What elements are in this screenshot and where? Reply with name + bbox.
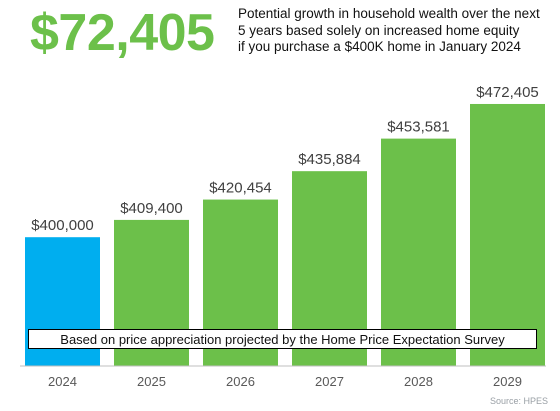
subtitle-line-1: Potential growth in household wealth ove… [238, 6, 540, 21]
bar-2029 [470, 103, 545, 367]
headline-value: $72,405 [30, 4, 215, 62]
value-label-2028: $453,581 [387, 119, 450, 136]
year-label-2024: 2024 [48, 374, 77, 389]
value-label-2027: $435,884 [298, 151, 361, 168]
subtitle-line-2: 5 years based solely on increased home e… [238, 22, 520, 38]
year-label-2029: 2029 [493, 374, 522, 389]
value-label-2026: $420,454 [209, 180, 272, 197]
year-label-2026: 2026 [226, 374, 255, 389]
year-label-2027: 2027 [315, 374, 344, 389]
year-label-2025: 2025 [137, 374, 166, 389]
note-box: Based on price appreciation projected by… [28, 329, 537, 349]
subtitle-line-3: if you purchase a $400K home in January … [238, 39, 521, 54]
value-label-2024: $400,000 [31, 217, 94, 234]
value-label-2025: $409,400 [120, 200, 183, 217]
year-label-2028: 2028 [404, 374, 433, 389]
bar-2028 [381, 138, 456, 366]
value-label-2029: $472,405 [476, 84, 539, 101]
subtitle: Potential growth in household wealth ove… [238, 6, 556, 56]
source-label: Source: HPES [489, 396, 548, 406]
note-text: Based on price appreciation projected by… [60, 331, 505, 347]
